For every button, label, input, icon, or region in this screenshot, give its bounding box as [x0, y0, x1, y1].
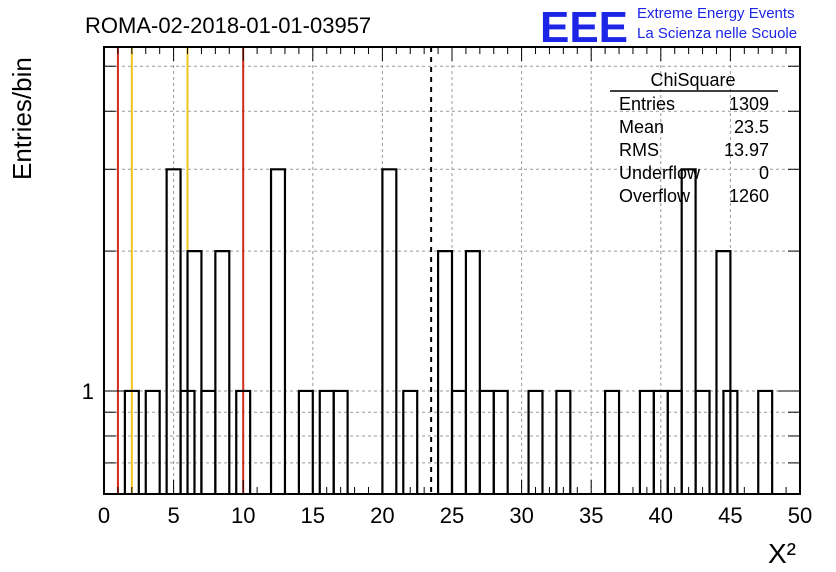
histogram-bin [694, 389, 711, 494]
histogram-bin [555, 389, 572, 494]
x-tick-label: 50 [788, 503, 812, 528]
x-tick-label: 40 [649, 503, 673, 528]
stats-label: Entries [619, 94, 675, 114]
histogram-bin [235, 389, 252, 494]
x-tick-label: 20 [370, 503, 394, 528]
x-tick-label: 35 [579, 503, 603, 528]
histogram-bin [666, 389, 683, 494]
y-axis-label: Entries/bin [7, 57, 37, 180]
histogram-bin [332, 389, 349, 494]
stats-value: 1260 [729, 186, 769, 206]
stats-value: 23.5 [734, 117, 769, 137]
stats-value: 1309 [729, 94, 769, 114]
y-tick-labels: 1 [82, 379, 94, 404]
histogram-bin [200, 389, 217, 494]
axis-ticks [103, 47, 801, 495]
histogram-bin [436, 249, 454, 494]
histogram-bin [722, 389, 739, 494]
histogram-bin [715, 249, 732, 494]
stats-label: Mean [619, 117, 664, 137]
histogram-bin [638, 389, 655, 494]
x-tick-labels: 0 5 10 15 20 25 30 35 40 45 50 [98, 503, 812, 528]
stats-value: 13.97 [724, 140, 769, 160]
histogram-bins [123, 168, 774, 494]
histogram-bin [269, 168, 287, 494]
histogram-bin [165, 168, 182, 494]
x-tick-label: 10 [231, 503, 255, 528]
histogram-bin [680, 168, 697, 494]
stats-box: ChiSquare Entries 1309 Mean 23.5 RMS 13.97 Und… [610, 70, 778, 206]
histogram-bin [450, 389, 468, 494]
histogram-bin [402, 389, 419, 494]
x-tick-label: 5 [167, 503, 179, 528]
histogram-bin [214, 249, 231, 494]
eee-logo: EEE Extreme Energy Events La Scienza nel… [540, 3, 797, 52]
histogram-bin [652, 389, 669, 494]
x-tick-label: 15 [301, 503, 325, 528]
y-tick-label: 1 [82, 379, 94, 404]
histogram-bin [757, 389, 774, 494]
histogram-bin [381, 168, 398, 494]
histogram-bin [464, 249, 481, 494]
x-tick-label: 45 [718, 503, 742, 528]
histogram-bin [186, 249, 203, 494]
run-title: ROMA-02-2018-01-01-03957 [85, 13, 371, 38]
reference-lines [116, 47, 433, 494]
histogram-bin [297, 389, 314, 494]
histogram-bin [144, 389, 161, 494]
stats-label: RMS [619, 140, 659, 160]
x-tick-label: 30 [509, 503, 533, 528]
logo-line-2: La Scienza nelle Scuole [637, 25, 797, 42]
histogram-bin [492, 389, 509, 494]
histogram-bin [604, 389, 621, 494]
stats-label: Overflow [619, 186, 691, 206]
stats-label: Underflow [619, 163, 701, 183]
stats-value: 0 [759, 163, 769, 183]
histogram-bin [478, 389, 495, 494]
x-axis-label: X² [768, 538, 796, 569]
histogram-bin [123, 389, 140, 494]
stats-title: ChiSquare [650, 70, 735, 90]
x-tick-label: 25 [440, 503, 464, 528]
x-tick-label: 0 [98, 503, 110, 528]
logo-line-1: Extreme Energy Events [637, 5, 795, 22]
logo-mark: EEE [540, 3, 628, 52]
histogram-bin [318, 389, 335, 494]
histogram-bin [527, 389, 544, 494]
